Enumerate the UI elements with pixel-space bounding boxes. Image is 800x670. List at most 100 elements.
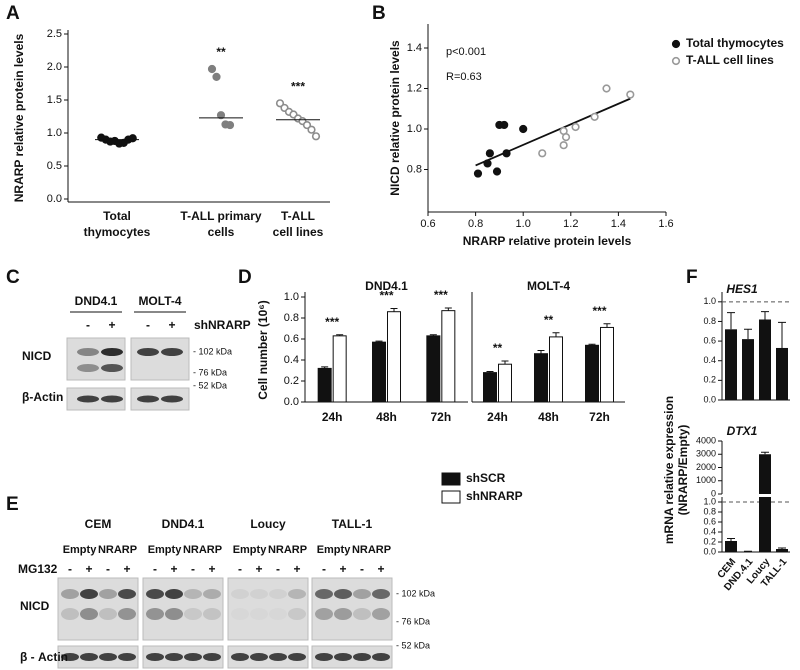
y-tick-label: 0.0 — [703, 394, 716, 404]
error-bar — [744, 328, 752, 340]
blot-band — [353, 608, 371, 620]
y-tick-label: 0.6 — [284, 333, 299, 345]
error-bar — [761, 451, 769, 455]
blot-band — [146, 653, 164, 661]
data-point — [473, 169, 483, 178]
blot-band — [118, 653, 136, 661]
trendline — [475, 97, 631, 167]
x-tick-label-line: cell lines — [273, 225, 324, 239]
y-tick-label: 1.0 — [703, 296, 716, 306]
facet-title: MOLT-4 — [527, 279, 570, 293]
x-tick-label-line: T-ALL primary — [180, 209, 261, 223]
lane-label: + — [255, 562, 262, 576]
lane-label: + — [108, 318, 115, 332]
bar — [725, 541, 737, 552]
blot-band — [231, 589, 249, 599]
lane-label: - — [191, 562, 195, 576]
blot-band — [288, 608, 306, 620]
legend-swatch — [441, 490, 461, 504]
data-point — [502, 149, 511, 158]
bar — [776, 549, 788, 552]
legend-label: shSCR — [466, 471, 506, 485]
bar — [332, 335, 347, 403]
x-tick-label: 0.6 — [420, 218, 435, 230]
blot — [142, 577, 224, 641]
blot-band — [61, 589, 79, 599]
significance: ** — [216, 45, 226, 59]
error-bar — [761, 311, 769, 320]
lane-label: + — [293, 562, 300, 576]
group-label: MOLT-4 — [138, 294, 181, 308]
legend-label: Total thymocytes — [686, 36, 784, 50]
y-tick-label: 3000 — [696, 449, 716, 459]
lane-label: - — [276, 562, 280, 576]
blot-band — [372, 589, 390, 599]
lane-label: - — [146, 318, 150, 332]
y-axis-label: Cell number (10⁶) — [256, 300, 270, 400]
significance: *** — [325, 315, 339, 329]
bar — [759, 319, 771, 400]
condition-label: Empty — [63, 544, 98, 556]
y-tick-label: 0.0 — [47, 193, 62, 205]
blot-band — [118, 608, 136, 620]
significance: ** — [493, 341, 503, 355]
condition-label: NRARP — [268, 544, 307, 556]
bar — [426, 335, 441, 403]
blot-band — [77, 395, 99, 403]
condition-label: NRARP — [98, 544, 137, 556]
error-bar — [375, 340, 383, 343]
blot-band — [203, 653, 221, 661]
panel-letter: F — [686, 267, 698, 288]
lane-label: + — [85, 562, 92, 576]
blot-band — [77, 348, 99, 356]
blot-band — [61, 608, 79, 620]
lane-label: - — [86, 318, 90, 332]
chart-title: DTX1 — [727, 424, 758, 438]
blot-band — [165, 608, 183, 620]
data-point — [492, 167, 502, 176]
data-point — [519, 124, 528, 134]
y-axis-label-line: mRNA relative expression — [662, 396, 676, 544]
condition-label: Empty — [148, 544, 183, 556]
y-tick-label: 0.2 — [284, 375, 299, 387]
error-bar — [390, 308, 398, 312]
y-tick-label: 0.0 — [284, 396, 299, 408]
bar — [441, 310, 456, 403]
bar — [742, 339, 754, 400]
group-label: DND4.1 — [75, 294, 118, 308]
bar — [372, 341, 386, 403]
y-tick-label: 2.0 — [47, 61, 62, 73]
y-tick-label: 0.8 — [407, 163, 422, 175]
significance: *** — [379, 289, 393, 303]
lane-label: - — [322, 562, 326, 576]
lane-label: + — [208, 562, 215, 576]
blot-band — [146, 608, 164, 620]
legend-swatch — [441, 472, 461, 486]
blot-band — [184, 608, 202, 620]
bar — [600, 326, 614, 403]
blot-band — [80, 589, 98, 599]
blot-band — [315, 608, 333, 620]
mw-marker: - 52 kDa — [193, 380, 227, 390]
lane-label: + — [123, 562, 130, 576]
blot-band — [250, 608, 268, 620]
blot — [311, 577, 393, 641]
y-axis-label-line: (NRARP/Empty) — [676, 425, 690, 516]
data-point — [483, 159, 492, 168]
data-point — [225, 120, 235, 130]
blot-band — [137, 348, 159, 356]
lane-label: + — [339, 562, 346, 576]
data-point — [571, 122, 580, 132]
error-bar — [444, 307, 452, 311]
blot — [57, 577, 139, 641]
blot-band — [334, 608, 352, 620]
data-point — [275, 99, 285, 108]
condition-label: NRARP — [183, 544, 222, 556]
lane-label: - — [153, 562, 157, 576]
blot-band — [353, 653, 371, 661]
data-point — [561, 133, 571, 142]
blot-band — [288, 653, 306, 661]
lane-label: + — [168, 318, 175, 332]
blot-band — [231, 608, 249, 620]
